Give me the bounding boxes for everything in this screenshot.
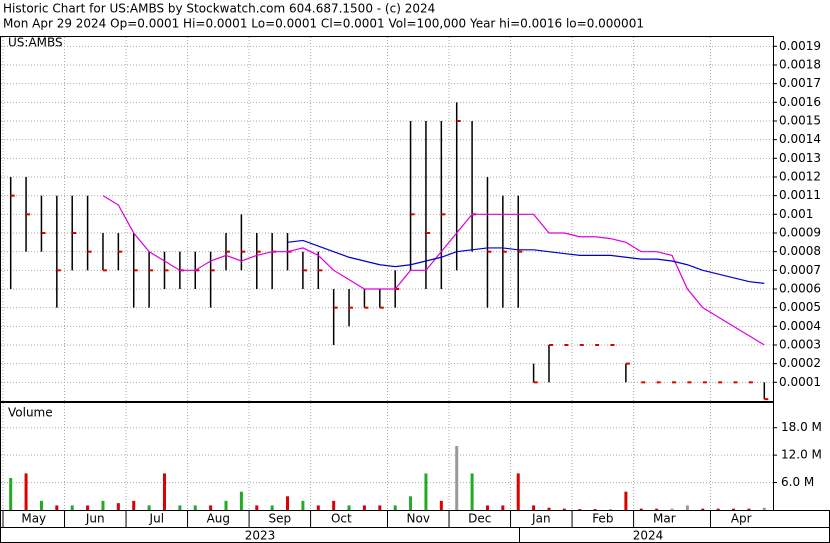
header-line2: Mon Apr 29 2024 Op=0.0001 Hi=0.0001 Lo=0…	[3, 17, 644, 31]
volume-bar	[132, 500, 136, 510]
y-tick-label: 0.0018	[779, 58, 821, 72]
y-tick-label: 0.0007	[779, 263, 821, 277]
y-tick-label: 0.0011	[779, 188, 821, 202]
y-tick-label: 0.0012	[779, 170, 821, 184]
volume-bar	[70, 505, 74, 510]
y-tick-label: 18.0 M	[781, 420, 822, 434]
volume-label: Volume	[8, 406, 53, 420]
volume-bar	[24, 473, 28, 510]
volume-bar	[409, 496, 413, 510]
volume-bar	[347, 505, 351, 510]
volume-bar	[9, 477, 13, 510]
volume-bar	[716, 508, 720, 510]
y-tick-label: 0.0004	[779, 319, 821, 333]
x-tick-label: Apr	[731, 512, 752, 526]
volume-bar	[255, 505, 259, 510]
y-tick-label: 0.0006	[779, 282, 821, 296]
volume-bar	[39, 500, 43, 510]
y-tick-label: 0.0005	[779, 300, 821, 314]
y-tick-label: 0.0002	[779, 356, 821, 370]
volume-bar	[316, 505, 320, 510]
volume-bar	[147, 505, 151, 510]
volume-bar	[762, 507, 766, 510]
y-tick-label: 0.0019	[779, 39, 821, 53]
volume-bar	[455, 445, 459, 510]
volume-bar	[470, 473, 474, 510]
volume-bar	[193, 505, 197, 510]
volume-bar	[393, 505, 397, 510]
volume-bar	[562, 508, 566, 510]
y-tick-label: 0.001	[779, 207, 813, 221]
symbol-label: US:AMBS	[8, 36, 63, 50]
x-tick-label: Dec	[468, 512, 491, 526]
volume-bar	[670, 508, 674, 510]
volume-bar	[578, 509, 582, 510]
y-tick-label: 0.0016	[779, 95, 821, 109]
volume-bar	[55, 505, 59, 510]
volume-bar	[501, 505, 505, 510]
x-tick-label: Mar	[653, 512, 676, 526]
y-tick-label: 6.0 M	[781, 475, 814, 489]
volume-bar	[362, 505, 366, 510]
volume-bar	[116, 503, 120, 510]
moving-average	[287, 239, 765, 284]
volume-bar	[439, 500, 443, 510]
volume-bar	[209, 505, 213, 510]
volume-bar	[732, 508, 736, 510]
volume-bar	[162, 473, 166, 510]
volume-bar	[639, 508, 643, 510]
y-tick-label: 0.0009	[779, 226, 821, 240]
volume-bar	[86, 505, 90, 510]
volume-bar	[270, 505, 274, 510]
volume-bar	[485, 505, 489, 510]
x-tick-label: Feb	[592, 512, 613, 526]
y-tick-label: 0.0003	[779, 338, 821, 352]
y-tick-label: 0.0017	[779, 76, 821, 90]
volume-bar	[655, 508, 659, 510]
x-tick-label: Oct	[331, 512, 352, 526]
x-tick-label: Nov	[407, 512, 430, 526]
volume-bar	[516, 473, 520, 510]
volume-bar	[685, 505, 689, 510]
year-label: 2023	[245, 529, 276, 543]
volume-bar	[178, 505, 182, 510]
x-tick-label: May	[21, 512, 46, 526]
volume-bar	[624, 491, 628, 510]
y-tick-label: 0.0001	[779, 375, 821, 389]
y-tick-label: 0.0008	[779, 244, 821, 258]
price-panel	[0, 36, 774, 402]
year-label: 2024	[633, 529, 664, 543]
volume-bar	[224, 500, 228, 510]
volume-bar	[301, 500, 305, 510]
volume-bar	[547, 507, 551, 510]
volume-bar	[424, 473, 428, 510]
x-tick-label: Jan	[531, 512, 551, 526]
x-tick-label: Aug	[207, 512, 230, 526]
volume-bar	[747, 508, 751, 510]
volume-bar	[101, 500, 105, 510]
y-tick-label: 0.0014	[779, 132, 821, 146]
y-tick-label: 12.0 M	[781, 448, 822, 462]
volume-bar	[239, 491, 243, 510]
y-tick-label: 0.0013	[779, 151, 821, 165]
volume-bar	[701, 508, 705, 510]
x-tick-label: Jul	[149, 512, 164, 526]
volume-bar	[332, 500, 336, 510]
volume-bar	[286, 496, 290, 510]
y-tick-label: 0.0015	[779, 114, 821, 128]
moving-average	[102, 195, 765, 346]
x-tick-label: Sep	[269, 512, 292, 526]
header-line1: Historic Chart for US:AMBS by Stockwatch…	[3, 2, 435, 16]
volume-bar	[378, 505, 382, 510]
volume-bar	[532, 505, 536, 510]
x-tick-label: Jun	[85, 512, 105, 526]
volume-bar	[593, 509, 597, 510]
